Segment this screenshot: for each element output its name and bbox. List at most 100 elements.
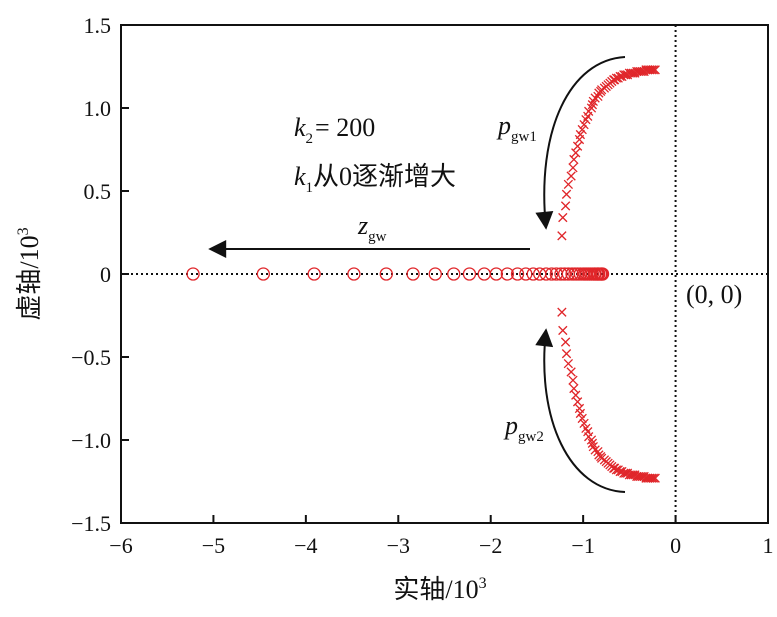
- zgw-point: [595, 267, 610, 281]
- pgw2-point: [587, 438, 598, 448]
- pgw2-point: [646, 473, 657, 483]
- pgw1-point: [563, 179, 574, 190]
- y-tick-label: 1.5: [84, 13, 112, 38]
- pgw1-point: [646, 65, 657, 75]
- pgw1-point: [587, 100, 598, 110]
- series-layer: [186, 65, 660, 483]
- zgw-point: [519, 267, 533, 281]
- pgw2-point: [635, 471, 646, 482]
- x-tick-label: −3: [387, 533, 410, 558]
- pgw1-point: [579, 119, 589, 130]
- pgw1-direction-arrow: [535, 56, 626, 230]
- zgw-point: [526, 267, 540, 281]
- pgw2-point: [590, 445, 600, 455]
- k2-annotation: k2= 200: [294, 113, 375, 147]
- x-tick-label: −5: [202, 533, 225, 558]
- pgw1-point: [596, 85, 607, 95]
- x-tick-label: −2: [479, 533, 502, 558]
- pgw1-point: [650, 65, 660, 75]
- plot-area: −6 −5 −4 −3 −2 −1 0 1 1.5 1.0 0.5 0 −0.5 −1.0 −1.5: [71, 13, 773, 558]
- zgw-point: [256, 267, 270, 281]
- zgw-point: [558, 267, 572, 281]
- pgw1-point: [572, 141, 583, 151]
- pgw2-point: [619, 468, 629, 478]
- y-tick-label: 0: [100, 262, 111, 287]
- zgw-point: [428, 267, 442, 281]
- y-tick-label: 1.0: [84, 96, 112, 121]
- y-tick-label: −1.5: [71, 511, 111, 536]
- pgw2-point: [558, 325, 568, 336]
- pgw1-point: [593, 91, 603, 102]
- zgw-point: [477, 267, 491, 281]
- pgw2-point: [575, 408, 586, 419]
- pgw1-point: [557, 231, 567, 241]
- pgw2-point: [568, 375, 578, 385]
- pgw2-point: [593, 446, 603, 457]
- pgw2-point: [586, 435, 597, 445]
- pgw1-point: [626, 68, 636, 78]
- axis-ticks: [120, 24, 769, 524]
- pgw2-point: [650, 473, 660, 483]
- zgw-point: [554, 267, 568, 281]
- series-pgw1: [557, 65, 660, 241]
- x-tick-label: 0: [670, 533, 681, 558]
- pgw1-point: [586, 103, 597, 113]
- pgw2-point: [557, 307, 567, 317]
- zgw-point: [186, 267, 200, 281]
- pgw1-point: [619, 70, 629, 80]
- pgw2-point: [571, 390, 581, 400]
- pgw1-point: [575, 129, 586, 140]
- pgw1-point: [590, 93, 600, 103]
- zgw-point: [500, 267, 515, 281]
- pgw1-point: [648, 65, 659, 75]
- zgw-point: [447, 267, 461, 281]
- pgw1-point: [560, 201, 571, 211]
- pgw2-point: [561, 349, 572, 359]
- pgw2-direction-arrow: [535, 328, 626, 493]
- pgw1-point: [558, 212, 568, 223]
- pgw1-point: [568, 163, 578, 173]
- zgw-point: [545, 267, 559, 281]
- y-tick-label: −1.0: [71, 428, 111, 453]
- pgw2-point: [563, 358, 574, 369]
- y-axis-label: 虚轴/103: [15, 227, 44, 320]
- x-tick-label: −4: [294, 533, 317, 558]
- zgw-point: [510, 267, 525, 281]
- pgw1-point: [635, 66, 646, 77]
- k1-annotation: k1从0逐渐增大: [294, 162, 456, 196]
- zgw-label: zgw: [357, 211, 387, 245]
- zgw-point: [406, 267, 420, 281]
- zgw-point: [379, 267, 393, 281]
- pgw1-label: pgw1: [496, 111, 537, 145]
- y-tick-label: −0.5: [71, 345, 111, 370]
- x-tick-label: 1: [763, 533, 774, 558]
- pgw1-point: [561, 189, 572, 199]
- pgw2-point: [569, 383, 579, 394]
- pgw2-point: [560, 337, 571, 347]
- pgw2-label: pgw2: [503, 411, 544, 445]
- pgw2-point: [566, 367, 576, 377]
- pgw1-point: [566, 171, 576, 181]
- zgw-point: [307, 267, 321, 281]
- x-axis-label: 实轴/103: [393, 575, 486, 604]
- y-tick-label: 0.5: [84, 179, 112, 204]
- pgw2-point: [577, 413, 587, 424]
- zgw-point: [489, 267, 503, 281]
- pgw2-point: [626, 470, 636, 480]
- plot-frame: [120, 24, 769, 524]
- reference-lines: [121, 25, 768, 523]
- pgw1-point: [569, 154, 579, 165]
- series-zgw: [186, 267, 610, 281]
- pgw2-point: [648, 473, 659, 483]
- pgw2-point: [596, 453, 607, 463]
- origin-label: (0, 0): [686, 280, 742, 309]
- pgw2-point: [572, 397, 583, 407]
- pgw2-point: [579, 418, 589, 429]
- tick-labels: −6 −5 −4 −3 −2 −1 0 1 1.5 1.0 0.5 0 −0.5 −1.0 −1.5: [71, 13, 773, 558]
- x-tick-label: −1: [571, 533, 594, 558]
- x-tick-label: −6: [109, 533, 132, 558]
- pgw1-point: [571, 148, 581, 158]
- zgw-point: [347, 267, 361, 281]
- series-pgw2: [557, 307, 660, 483]
